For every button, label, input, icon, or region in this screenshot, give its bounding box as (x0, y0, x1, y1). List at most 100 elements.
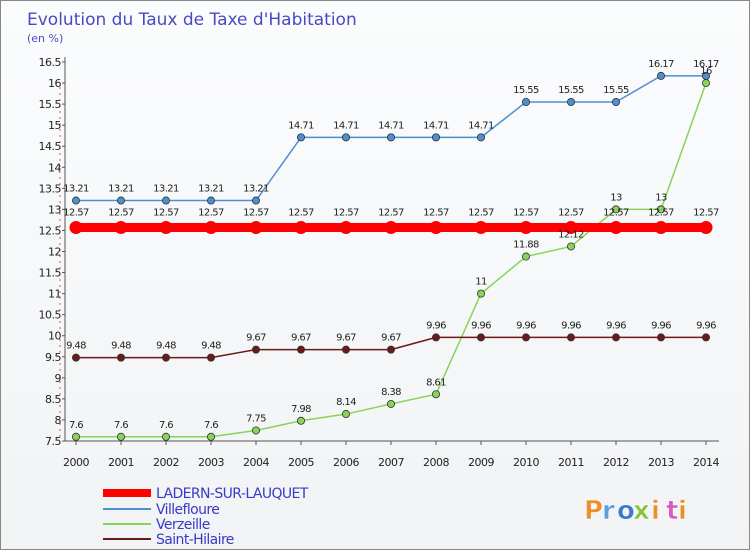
y-tick-label: 16 (48, 77, 61, 90)
y-tick-label: 12 (48, 246, 61, 259)
data-point (294, 220, 308, 234)
data-point (251, 345, 260, 354)
data-point (341, 133, 350, 142)
data-point (567, 242, 576, 251)
chart-title: Evolution du Taux de Taxe d'Habitation (27, 10, 357, 30)
data-point (72, 353, 81, 362)
x-tick-label: 2014 (693, 456, 719, 469)
data-label: 12.12 (558, 229, 584, 240)
data-label: 13.21 (108, 184, 134, 195)
data-label: 12.57 (693, 207, 719, 218)
data-label: 12.57 (153, 207, 179, 218)
data-point (657, 333, 666, 342)
data-label: 12.57 (333, 207, 359, 218)
data-label: 13.21 (153, 184, 179, 195)
data-label: 9.96 (606, 320, 626, 331)
y-tick-label: 8.5 (45, 393, 61, 406)
data-point (341, 410, 350, 419)
data-point (612, 333, 621, 342)
data-point (159, 220, 173, 234)
data-point (161, 353, 170, 362)
data-point (161, 196, 170, 205)
data-label: 9.67 (246, 333, 266, 344)
data-label: 15.55 (513, 85, 539, 96)
data-point (206, 353, 215, 362)
data-point (206, 196, 215, 205)
data-label: 14.71 (378, 120, 404, 131)
data-point (72, 196, 81, 205)
logo-letter: x (633, 496, 651, 526)
data-label: 12.57 (243, 207, 269, 218)
data-label: 9.96 (471, 320, 491, 331)
x-tick-label: 2008 (423, 456, 449, 469)
data-label: 14.71 (288, 120, 314, 131)
data-point (431, 390, 440, 399)
data-point (296, 133, 305, 142)
data-label: 9.48 (156, 341, 176, 352)
y-tick-label: 8 (55, 414, 62, 427)
logo-letter: P (584, 496, 604, 526)
data-point (612, 98, 621, 107)
data-label: 14.71 (468, 120, 494, 131)
data-point (431, 133, 440, 142)
data-label: 7.98 (291, 404, 311, 415)
data-point (339, 220, 353, 234)
data-label: 9.67 (381, 333, 401, 344)
data-label: 14.71 (423, 120, 449, 131)
data-point (386, 399, 395, 408)
data-label: 9.48 (66, 341, 86, 352)
y-tick-label: 15 (48, 119, 61, 132)
data-point (117, 432, 126, 441)
data-point (567, 333, 576, 342)
data-label: 12.57 (198, 207, 224, 218)
data-label: 15.55 (558, 85, 584, 96)
series-layer (69, 71, 713, 441)
y-tick-label: 9.5 (45, 351, 61, 364)
legend-label: Verzeille (156, 517, 210, 533)
y-tick-label: 13 (48, 203, 61, 216)
x-tick-label: 2013 (648, 456, 674, 469)
data-point (476, 133, 485, 142)
data-label: 16 (700, 66, 712, 77)
data-label: 13.21 (63, 184, 89, 195)
logo-letter: r (602, 496, 616, 526)
data-label: 13.21 (198, 184, 224, 195)
data-label: 14.71 (333, 120, 359, 131)
x-tick-label: 2001 (108, 456, 134, 469)
data-label: 9.96 (426, 320, 446, 331)
y-tick-label: 16.5 (39, 56, 62, 69)
data-label: 16.17 (648, 59, 674, 70)
data-label: 9.96 (516, 320, 536, 331)
data-point (69, 220, 83, 234)
data-point (476, 333, 485, 342)
logo-letter: i (678, 496, 688, 526)
chart-subtitle: (en %) (27, 32, 63, 45)
data-label: 12.57 (108, 207, 134, 218)
data-point (522, 333, 531, 342)
data-label: 9.48 (201, 341, 221, 352)
data-point (564, 220, 578, 234)
proxiti-logo: Pr ox i ti (584, 496, 688, 527)
data-label: 12.57 (468, 207, 494, 218)
data-label: 15.55 (603, 85, 629, 96)
data-point (341, 345, 350, 354)
y-tick-label: 10.5 (39, 309, 62, 322)
y-tick-label: 11.5 (39, 267, 62, 280)
data-point (657, 205, 666, 214)
data-label: 13 (610, 192, 622, 203)
data-label: 8.14 (336, 397, 356, 408)
x-tick-label: 2004 (243, 456, 269, 469)
y-tick-label: 7.5 (45, 435, 61, 448)
data-label: 9.67 (291, 333, 311, 344)
axes: 7.5 8 8.5 9 9.5 10 10.5 11 11.5 12 12.5 13 13.5 14 14.… (39, 56, 720, 469)
legend-label: LADERN-SUR-LAUQUET (156, 486, 309, 502)
data-point (161, 432, 170, 441)
data-point (612, 205, 621, 214)
data-label: 16.17 (693, 59, 719, 70)
data-point (522, 98, 531, 107)
data-label: 9.96 (696, 320, 716, 331)
logo-letter: o (617, 496, 636, 526)
x-tick-label: 2012 (603, 456, 629, 469)
data-point (249, 220, 263, 234)
